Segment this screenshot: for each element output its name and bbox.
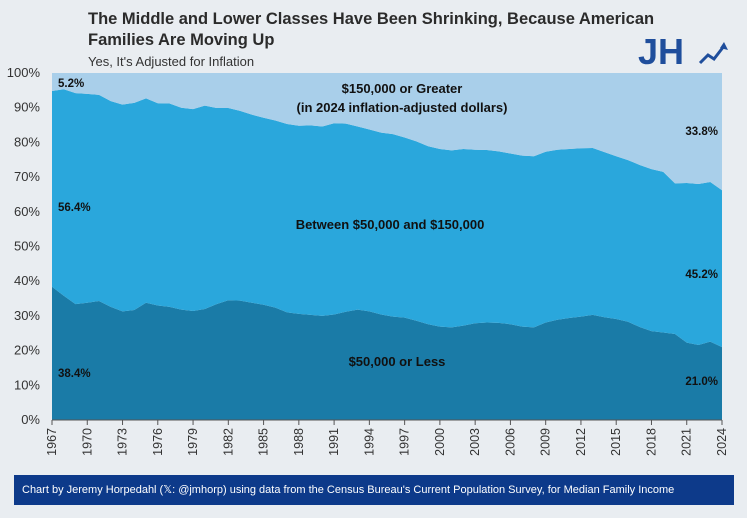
x-tick-label: 2000 bbox=[433, 428, 447, 456]
x-tick-label: 1988 bbox=[292, 428, 306, 456]
x-tick-label: 1985 bbox=[257, 428, 271, 456]
y-tick-label: 40% bbox=[14, 273, 40, 288]
y-tick-label: 80% bbox=[14, 134, 40, 149]
x-tick-label: 1994 bbox=[362, 428, 376, 456]
x-tick-label: 1979 bbox=[186, 428, 200, 456]
data-label-high-first: 5.2% bbox=[58, 78, 84, 90]
x-tick-label: 1982 bbox=[221, 428, 235, 456]
x-tick-label: 1973 bbox=[116, 428, 130, 456]
jh-logo: JH bbox=[638, 30, 730, 72]
area-layers bbox=[52, 73, 722, 420]
chart: The Middle and Lower Classes Have Been S… bbox=[7, 10, 729, 456]
y-tick-label: 20% bbox=[14, 343, 40, 358]
data-label-mid-first: 56.4% bbox=[58, 202, 91, 214]
y-tick-label: 90% bbox=[14, 100, 40, 115]
x-tick-label: 1997 bbox=[398, 428, 412, 456]
y-tick-label: 100% bbox=[7, 65, 41, 80]
x-tick-label: 1967 bbox=[45, 428, 59, 456]
x-tick-label: 2021 bbox=[680, 428, 694, 456]
y-tick-label: 60% bbox=[14, 204, 40, 219]
area-labels: $150,000 or Greater (in 2024 inflation-ad… bbox=[58, 78, 718, 388]
y-tick-label: 0% bbox=[21, 412, 40, 427]
chart-title-line1: The Middle and Lower Classes Have Been S… bbox=[88, 10, 654, 28]
x-tick-label: 2012 bbox=[574, 428, 588, 456]
data-label-low-first: 38.4% bbox=[58, 368, 91, 380]
x-tick-label: 2009 bbox=[539, 428, 553, 456]
x-tick-label: 2024 bbox=[715, 428, 729, 456]
x-tick-label: 2006 bbox=[503, 428, 517, 456]
data-label-high-last: 33.8% bbox=[685, 126, 718, 138]
label-low-income: $50,000 or Less bbox=[349, 354, 446, 369]
x-tick-label: 1970 bbox=[80, 428, 94, 456]
footer-credit: Chart by Jeremy Horpedahl (𝕏: @jmhorp) u… bbox=[22, 484, 675, 496]
x-tick-label: 1976 bbox=[151, 428, 165, 456]
label-high-income: $150,000 or Greater bbox=[342, 81, 463, 96]
x-tick-label: 2003 bbox=[468, 428, 482, 456]
logo-text: JH bbox=[638, 31, 684, 70]
footer-bar: Chart by Jeremy Horpedahl (𝕏: @jmhorp) u… bbox=[14, 475, 734, 505]
label-middle-income: Between $50,000 and $150,000 bbox=[296, 217, 485, 232]
y-tick-label: 70% bbox=[14, 169, 40, 184]
rising-arrow-icon bbox=[698, 42, 728, 65]
y-tick-label: 30% bbox=[14, 308, 40, 323]
chart-subtitle: Yes, It's Adjusted for Inflation bbox=[88, 54, 254, 69]
chart-title-line2: Families Are Moving Up bbox=[88, 31, 274, 49]
x-axis: 1967 1970 1973 1976 1979 1982 1985 1988 1991 1994… bbox=[45, 420, 729, 456]
area-high-income bbox=[52, 73, 722, 191]
x-tick-label: 2018 bbox=[644, 428, 658, 456]
y-axis: 0% 10% 20% 30% 40% 50% 60% 70% 80% 90% 100% bbox=[7, 65, 722, 427]
area-middle-income bbox=[52, 89, 722, 348]
data-label-mid-last: 45.2% bbox=[685, 269, 718, 281]
label-inflation-note: (in 2024 inflation-adjusted dollars) bbox=[297, 100, 508, 115]
y-tick-label: 50% bbox=[14, 239, 40, 254]
x-tick-label: 2015 bbox=[609, 428, 623, 456]
area-low-income bbox=[52, 286, 722, 420]
data-label-low-last: 21.0% bbox=[685, 376, 718, 388]
y-tick-label: 10% bbox=[14, 377, 40, 392]
x-tick-label: 1991 bbox=[327, 428, 341, 456]
